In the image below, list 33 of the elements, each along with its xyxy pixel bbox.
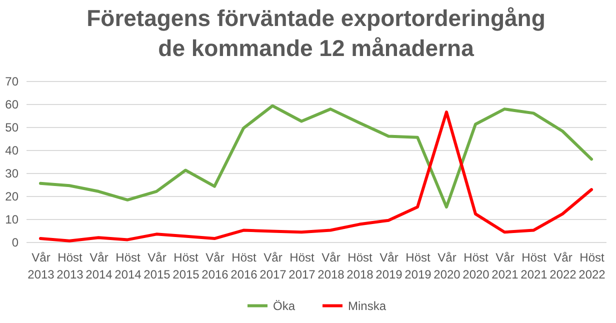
y-tick-label: 40	[5, 144, 19, 158]
x-tick-label: Vår 2019	[376, 250, 403, 282]
y-tick-label: 50	[5, 120, 19, 134]
x-tick-label: Höst 2019	[404, 250, 432, 282]
x-tick-label: Vår 2014	[86, 250, 113, 282]
y-tick-label: 70	[5, 74, 19, 88]
x-tick-label: Vår 2013	[28, 250, 55, 282]
x-tick-label: Vår 2017	[260, 250, 287, 282]
line-series	[39, 110, 593, 242]
y-tick-label: 0	[12, 236, 19, 250]
x-tick-label: Höst 2020	[462, 250, 490, 282]
x-tick-label: Vår 2015	[144, 250, 171, 282]
x-tick-label: Höst 2015	[172, 250, 200, 282]
chart-title: Företagens förväntade exportorderingång de kommande 12 månaderna	[86, 5, 546, 61]
x-tick-label: Höst 2021	[520, 250, 548, 282]
x-tick-label: Höst 2016	[230, 250, 258, 282]
y-tick-label: 20	[5, 190, 19, 204]
x-tick-label: Vår 2020	[434, 250, 461, 282]
line-series	[39, 104, 593, 209]
y-tick-label: 30	[5, 166, 19, 180]
x-tick-label: Höst 2017	[288, 250, 316, 282]
x-tick-label: Vår 2022	[550, 250, 577, 282]
x-tick-label: Höst 2014	[114, 250, 142, 282]
x-tick-label: Höst 2013	[56, 250, 84, 282]
y-tick-label: 10	[5, 212, 19, 226]
x-tick-label: Vår 2018	[318, 250, 345, 282]
x-tick-label: Höst 2022	[578, 250, 606, 282]
x-tick-label: Vår 2021	[492, 250, 519, 282]
y-tick-label: 60	[5, 98, 19, 112]
legend-label: Öka	[273, 298, 296, 313]
legend-label: Minska	[348, 298, 386, 313]
x-tick-label: Vår 2016	[202, 250, 229, 282]
x-tick-label: Höst 2018	[346, 250, 374, 282]
